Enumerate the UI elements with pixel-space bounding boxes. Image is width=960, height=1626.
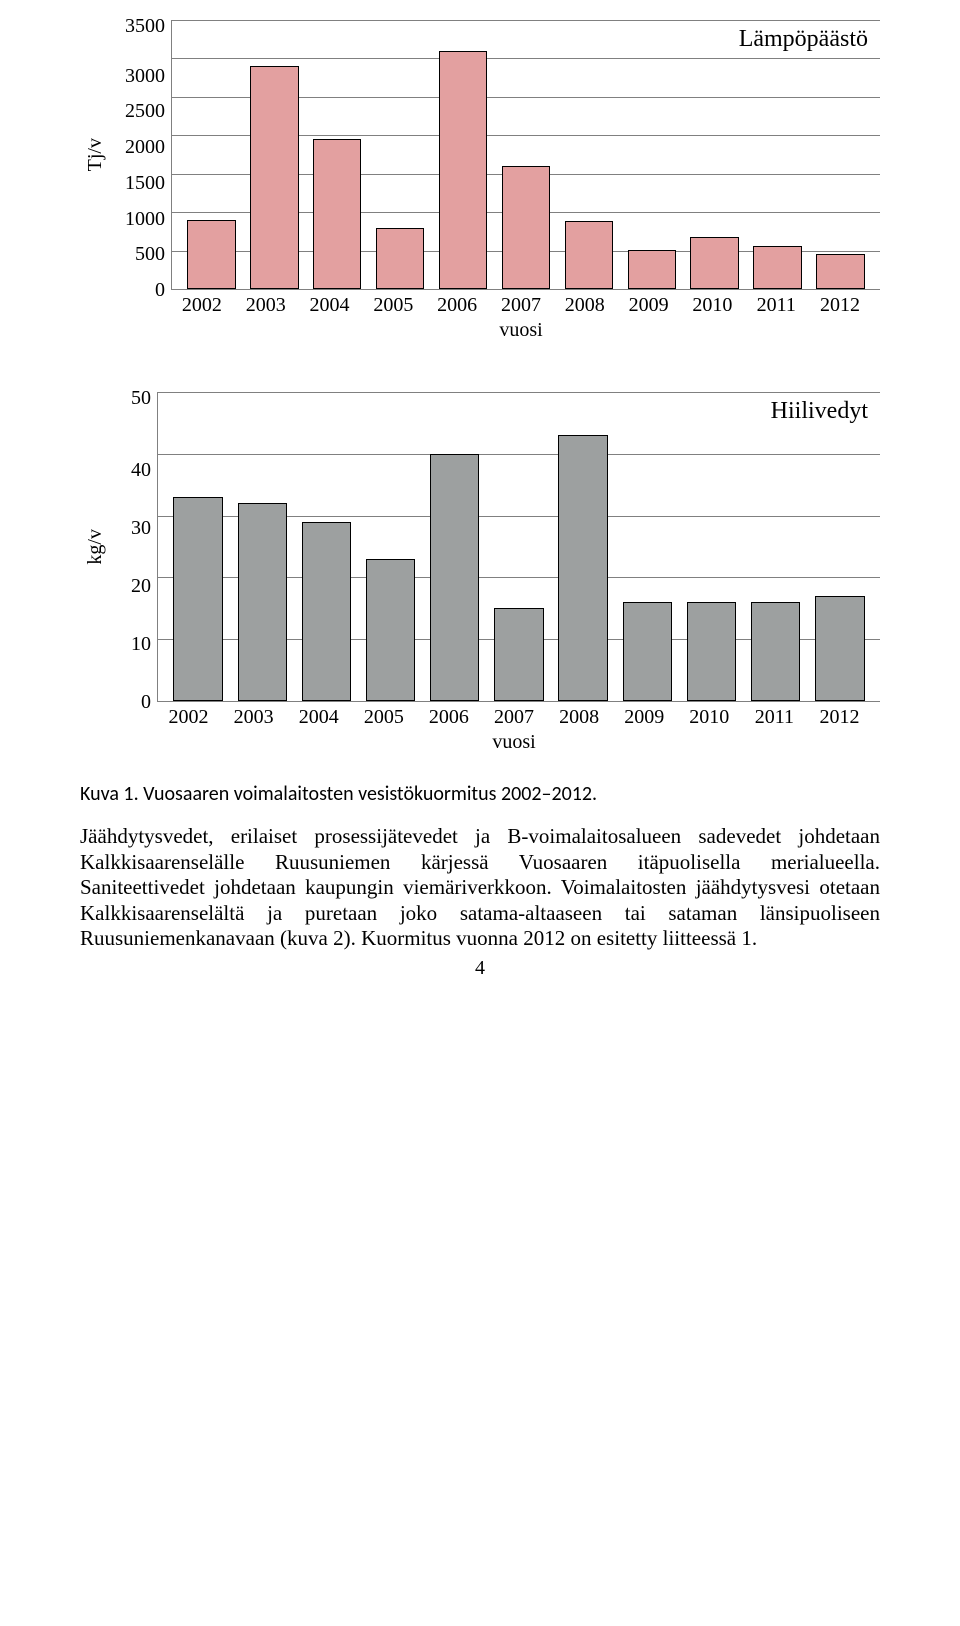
y-tick-label: 500: [111, 244, 165, 264]
chart1-bars: [172, 20, 880, 289]
bar: [565, 221, 613, 289]
bar: [751, 602, 800, 701]
bar: [250, 66, 298, 289]
chart2-y-axis-label: kg/v: [80, 529, 111, 565]
chart2-y-ticks: 50403020100: [111, 392, 157, 702]
bar: [302, 522, 351, 701]
y-tick-label: 20: [111, 576, 151, 596]
x-tick-label: 2012: [808, 294, 872, 317]
x-tick-label: 2012: [807, 706, 872, 729]
x-tick-label: 2004: [286, 706, 351, 729]
x-tick-label: 2004: [298, 294, 362, 317]
bar: [313, 139, 361, 289]
y-tick-label: 30: [111, 518, 151, 538]
document-page: Tj/v 3500300025002000150010005000 Lämpöp…: [0, 0, 960, 992]
bar: [494, 608, 543, 701]
y-tick-label: 3000: [111, 66, 165, 86]
bar: [376, 228, 424, 289]
x-tick-label: 2006: [425, 294, 489, 317]
bar: [439, 51, 487, 289]
x-tick-label: 2010: [681, 294, 745, 317]
bar: [753, 246, 801, 289]
x-tick-label: 2005: [361, 294, 425, 317]
bar: [430, 454, 479, 701]
chart-lampopaasto: Tj/v 3500300025002000150010005000 Lämpöp…: [80, 20, 880, 342]
x-tick-label: 2007: [489, 294, 553, 317]
chart1-x-ticks: 2002200320042005200620072008200920102011…: [162, 290, 880, 317]
x-tick-label: 2010: [677, 706, 742, 729]
y-tick-label: 2500: [111, 101, 165, 121]
x-tick-label: 2003: [234, 294, 298, 317]
chart1-y-axis-label: Tj/v: [80, 138, 111, 171]
y-tick-label: 50: [111, 388, 151, 408]
y-tick-label: 40: [111, 460, 151, 480]
chart1-x-axis-label: vuosi: [162, 319, 880, 342]
y-tick-label: 0: [111, 692, 151, 712]
bar: [816, 254, 864, 289]
x-tick-label: 2009: [612, 706, 677, 729]
body-paragraph: Jäähdytysvedet, erilaiset prosessijäteve…: [80, 824, 880, 952]
bar: [187, 220, 235, 289]
x-tick-label: 2006: [416, 706, 481, 729]
page-number: 4: [0, 957, 960, 980]
chart-hiilivedyt: kg/v 50403020100 Hiilivedyt 200220032004…: [80, 392, 880, 754]
chart2-bars: [158, 392, 880, 701]
chart2-plot-area: Hiilivedyt: [157, 392, 880, 702]
chart2-x-axis-label: vuosi: [148, 731, 880, 754]
x-tick-label: 2008: [553, 294, 617, 317]
bar: [687, 602, 736, 701]
chart2-title: Hiilivedyt: [771, 398, 868, 425]
bar: [815, 596, 864, 701]
y-tick-label: 2000: [111, 137, 165, 157]
y-tick-label: 1500: [111, 173, 165, 193]
chart2-x-ticks: 2002200320042005200620072008200920102011…: [148, 702, 880, 729]
bar: [558, 435, 607, 701]
x-tick-label: 2011: [742, 706, 807, 729]
bar: [690, 237, 738, 289]
y-tick-label: 1000: [111, 209, 165, 229]
bar: [628, 250, 676, 289]
x-tick-label: 2011: [744, 294, 808, 317]
x-tick-label: 2002: [156, 706, 221, 729]
chart1-y-ticks: 3500300025002000150010005000: [111, 20, 171, 290]
chart1-plot-area: Lämpöpäästö: [171, 20, 880, 290]
bar: [623, 602, 672, 701]
x-tick-label: 2008: [547, 706, 612, 729]
y-tick-label: 10: [111, 634, 151, 654]
bar: [366, 559, 415, 701]
x-tick-label: 2005: [351, 706, 416, 729]
bar: [502, 166, 550, 289]
figure-caption: Kuva 1. Vuosaaren voimalaitosten vesistö…: [80, 782, 880, 806]
x-tick-label: 2009: [617, 294, 681, 317]
bar: [173, 497, 222, 701]
bar: [238, 503, 287, 701]
chart1-title: Lämpöpäästö: [739, 26, 868, 53]
x-tick-label: 2007: [481, 706, 546, 729]
x-tick-label: 2003: [221, 706, 286, 729]
y-tick-label: 3500: [111, 16, 165, 36]
x-tick-label: 2002: [170, 294, 234, 317]
y-tick-label: 0: [111, 280, 165, 300]
